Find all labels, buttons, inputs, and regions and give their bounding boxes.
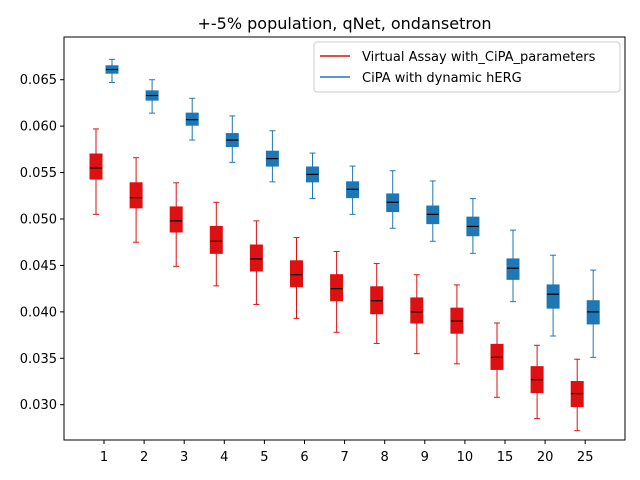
x-tick-label: 10 <box>457 450 474 465</box>
box-virtual-assay-7 <box>330 251 344 333</box>
legend-label-virtual-assay: Virtual Assay with_CiPA_parameters <box>362 50 596 65</box>
box-body <box>290 260 303 288</box>
x-tick-label: 25 <box>577 450 594 465</box>
x-tick-label: 20 <box>537 450 554 465</box>
chart-title: +-5% population, qNet, ondansetron <box>197 14 491 33</box>
box-virtual-assay-15 <box>490 322 504 398</box>
x-tick-label: 2 <box>140 450 148 465</box>
box-virtual-assay-9 <box>410 274 424 355</box>
box-cipa-10 <box>466 198 480 254</box>
plot-area <box>89 58 600 432</box>
y-tick-label: 0.040 <box>20 305 57 320</box>
box-cipa-7 <box>346 165 360 215</box>
box-body <box>506 258 520 280</box>
y-tick-label: 0.055 <box>20 166 57 181</box>
box-cipa-20 <box>546 254 560 337</box>
x-tick-label: 8 <box>381 450 389 465</box>
x-tick-label: 3 <box>180 450 188 465</box>
x-tick-label: 6 <box>300 450 308 465</box>
box-virtual-assay-5 <box>249 220 263 305</box>
box-virtual-assay-10 <box>450 284 464 365</box>
box-virtual-assay-20 <box>530 344 544 420</box>
box-cipa-6 <box>306 152 319 200</box>
box-cipa-8 <box>386 170 400 229</box>
box-cipa-2 <box>145 79 159 114</box>
box-body <box>410 297 424 324</box>
box-cipa-15 <box>506 229 520 303</box>
box-body <box>169 206 183 233</box>
legend: Virtual Assay with_CiPA_parameters CiPA … <box>313 41 621 93</box>
x-tick-label: 4 <box>220 450 228 465</box>
x-tick-label: 7 <box>340 450 348 465</box>
box-cipa-5 <box>265 130 279 183</box>
y-tick-label: 0.035 <box>20 352 57 367</box>
y-tick-label: 0.060 <box>20 120 57 135</box>
box-virtual-assay-25 <box>570 358 584 432</box>
box-virtual-assay-3 <box>169 182 183 267</box>
box-body <box>249 244 263 272</box>
y-tick-label: 0.045 <box>20 259 57 274</box>
y-axis: 0.030 0.035 0.040 0.045 0.050 0.055 0.060 0.065 <box>20 73 64 413</box>
box-cipa-3 <box>185 97 199 141</box>
x-tick-label: 15 <box>497 450 514 465</box>
box-virtual-assay-2 <box>129 157 143 243</box>
legend-label-cipa: CiPA with dynamic hERG <box>362 71 522 86</box>
y-tick-label: 0.050 <box>20 213 57 228</box>
box-body <box>330 274 344 302</box>
x-axis: 1 2 3 4 5 6 7 8 9 10 15 20 25 <box>100 440 594 465</box>
x-tick-label: 5 <box>260 450 268 465</box>
box-cipa-9 <box>426 180 440 242</box>
box-virtual-assay-1 <box>89 128 103 215</box>
box-body <box>209 225 223 254</box>
box-cipa-25 <box>586 269 600 358</box>
box-cipa-1 <box>105 58 119 83</box>
legend-box <box>313 41 621 93</box>
box-virtual-assay-8 <box>370 263 384 344</box>
box-virtual-assay-6 <box>290 237 303 319</box>
y-tick-label: 0.065 <box>20 73 57 88</box>
box-body <box>546 284 560 309</box>
box-body <box>89 153 103 180</box>
box-body <box>129 182 143 209</box>
y-tick-label: 0.030 <box>20 398 57 413</box>
x-tick-label: 1 <box>100 450 108 465</box>
x-tick-label: 9 <box>421 450 429 465</box>
box-cipa-4 <box>225 115 239 163</box>
box-virtual-assay-4 <box>209 201 223 287</box>
